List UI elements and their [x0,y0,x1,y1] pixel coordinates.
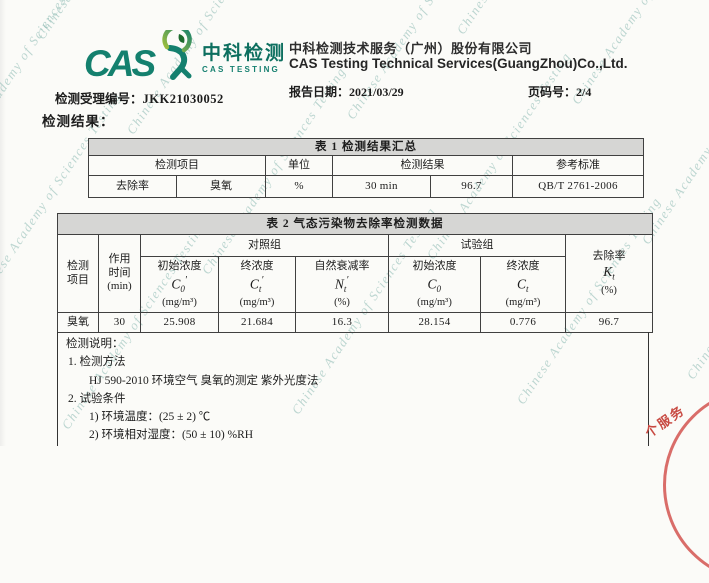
table2-header-c0: 初始浓度 C0 (mg/m³) [388,256,481,313]
report-date-line: 报告日期：2021/03/29 [289,83,404,100]
cas-logo-hook-tail [178,65,192,79]
notes-line: 1. 检测方法 [68,356,126,369]
company-name-en: CAS Testing Technical Services(GuangZhou… [289,56,628,71]
table2-cell-time: 30 [98,312,141,333]
table1-cell-standard: QB/T 2761-2006 [511,175,645,198]
table2-header-item: 检测 项目 [57,234,99,313]
table1-cell-item: 去除率 [88,175,177,198]
table2-cell-nt-prime: 16.3 [295,312,389,333]
logo-text-block: 中科检测 CAS TESTING [202,44,286,74]
table1-header-item: 检测项目 [88,155,266,176]
accept-number-line: 检测受理编号：JKK21030052 [55,88,224,107]
removal-unit: (%) [601,284,617,296]
report-date-value: 2021/03/29 [349,85,404,99]
table-row: 臭氧 30 25.908 21.684 16.3 28.154 0.776 96… [57,312,653,333]
notes-line: 2. 试验条件 [68,392,126,405]
table2-cell-c0-prime: 25.908 [140,312,219,333]
cas-logo: CAS [84,30,192,84]
accept-number-label: 检测受理编号： [55,92,143,106]
table2-header-removal: 去除率 Kt (%) [565,234,653,313]
table1-cell-time: 30 min [332,175,431,198]
logo-cn-name: 中科检测 [202,43,287,64]
cas-logo-leaf-icon [178,34,185,43]
table1-header-result: 检测结果 [332,155,513,176]
table1-cell-unit: % [265,175,333,198]
report-date-label: 报告日期： [289,85,350,99]
table2-cell-kt: 96.7 [565,312,653,333]
company-name-cn: 中科检测技术服务（广州）股份有限公司 [289,41,533,56]
table1-title: 表 1 检测结果汇总 [87,138,645,156]
table2-cell-ct-prime: 21.684 [218,312,296,333]
table2-title: 表 2 气态污染物去除率检测数据 [57,213,653,235]
table-row: 去除率 臭氧 % 30 min 96.7 QB/T 2761-2006 [88,175,645,198]
removal-symbol: Kt [603,264,615,282]
table2-header-test-group: 试验组 [388,234,566,257]
table1-header-unit: 单位 [265,155,333,176]
table1-cell-param: 臭氧 [176,175,266,198]
table2-header-control-group: 对照组 [140,234,389,257]
notes-box: 检测说明： 1. 检测方法 HJ 590-2010 环境空气 臭氧的测定 紫外光… [57,332,649,446]
removal-data-table: 表 2 气态污染物去除率检测数据 检测 项目 作用 时间 (min) 对照组 试… [57,213,653,333]
section-title: 检测结果： [42,114,115,129]
summary-table: 表 1 检测结果汇总 检测项目 单位 检测结果 参考标准 去除率 臭氧 % 30… [87,138,645,198]
cas-logo-letters: CAS [84,43,156,84]
table1-cell-value: 96.7 [430,175,513,198]
notes-line: 2) 环境相对湿度：(50 ± 10) %RH [89,429,254,442]
removal-name: 去除率 [592,250,626,263]
notes-line: HJ 590-2010 环境空气 臭氧的测定 紫外光度法 [89,374,319,387]
table2-header-ct-prime: 终浓度 Ct′ (mg/m³) [218,256,296,313]
accept-number-value: JKK21030052 [142,92,224,106]
table1-header-standard: 参考标准 [511,155,645,176]
table2-cell-ct: 0.776 [480,312,566,333]
table2-header-nt-prime: 自然衰减率 Nt′ (%) [295,256,389,313]
table2-header-c0-prime: 初始浓度 C0′ (mg/m³) [140,256,219,313]
table2-header-time: 作用 时间 (min) [98,234,141,313]
table2-header-ct: 终浓度 Ct (mg/m³) [480,256,566,313]
cas-logo-hook [167,45,188,80]
page-number-value: 2/4 [576,85,592,99]
page-number-line: 页码号：2/4 [528,83,591,100]
table2-cell-c0: 28.154 [388,312,481,333]
table2-cell-item: 臭氧 [57,312,99,333]
notes-title: 检测说明： [66,338,124,350]
page-number-label: 页码号： [528,85,577,99]
logo-en-name: CAS TESTING [202,65,280,74]
cas-logo-circle [162,30,192,53]
notes-line: 1) 环境温度：(25 ± 2) ℃ [89,411,211,424]
